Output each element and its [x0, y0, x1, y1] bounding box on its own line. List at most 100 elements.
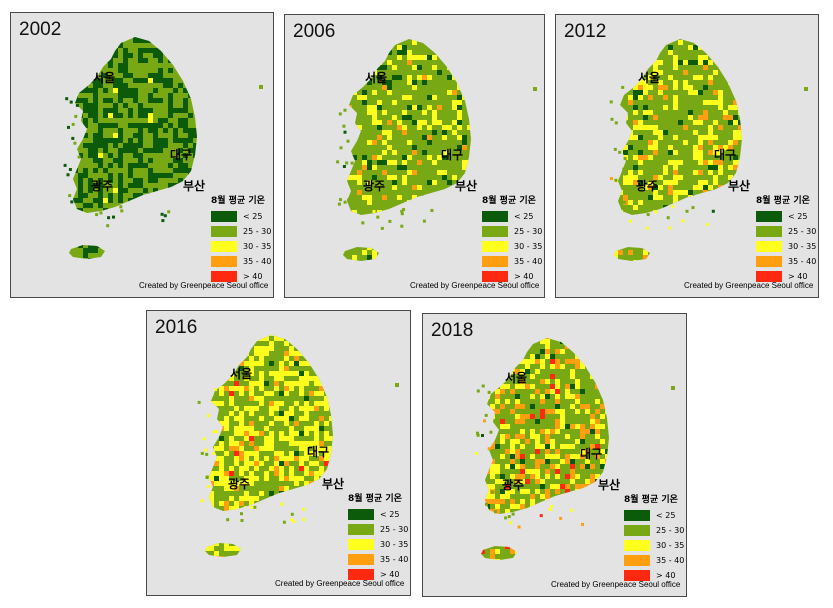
legend-item: 35 - 40 — [211, 254, 271, 269]
legend-label: 35 - 40 — [514, 257, 543, 266]
panel-year: 2018 — [431, 320, 474, 341]
korea-temperature-map — [609, 39, 808, 261]
legend-swatch — [624, 540, 650, 551]
legend-title: 8월 평균 기온 — [482, 196, 536, 206]
legend-swatch — [348, 509, 374, 520]
map-panel-2012: 2012 서울 대구 광주 부산 8월 평균 기온 < 25 25 - 30 3… — [555, 14, 819, 298]
legend-title: 8월 평균 기온 — [624, 495, 678, 505]
city-label-gwangju: 광주 — [636, 179, 659, 193]
city-label-seoul: 서울 — [93, 71, 116, 85]
legend-label: > 40 — [380, 570, 400, 579]
panel-year: 2006 — [293, 21, 336, 42]
city-label-seoul: 서울 — [638, 71, 661, 85]
korea-temperature-map — [475, 338, 675, 560]
legend-item: 35 - 40 — [756, 254, 816, 269]
map-panel-2016: 2016 서울 대구 광주 부산 8월 평균 기온 < 25 25 - 30 3… — [146, 310, 411, 596]
legend-swatch — [348, 569, 374, 580]
legend-swatch — [482, 241, 508, 252]
city-label-gwangju: 광주 — [502, 478, 525, 492]
legend-item: > 40 — [756, 269, 816, 284]
legend-label: > 40 — [788, 272, 808, 281]
legend-item: 35 - 40 — [348, 552, 408, 567]
city-label-seoul: 서울 — [365, 71, 388, 85]
legend-label: < 25 — [788, 212, 808, 221]
panel-year: 2016 — [155, 317, 198, 338]
korea-temperature-map — [63, 37, 263, 259]
legend-swatch — [211, 226, 237, 237]
legend-item: 30 - 35 — [482, 239, 542, 254]
legend-title: 8월 평균 기온 — [211, 196, 265, 206]
legend-label: < 25 — [656, 511, 676, 520]
city-label-daegu: 대구 — [170, 148, 193, 162]
legend-swatch — [211, 271, 237, 282]
credit-text: Created by Greenpeace Seoul office — [410, 281, 540, 290]
islands — [197, 383, 399, 524]
legend-item: 25 - 30 — [756, 224, 816, 239]
legend: 8월 평균 기온 < 25 25 - 30 30 - 35 35 - 40 > … — [348, 491, 408, 582]
legend-item: 25 - 30 — [348, 522, 408, 537]
legend-item: < 25 — [756, 209, 816, 224]
city-label-seoul: 서울 — [505, 371, 528, 385]
map-panel-2002: 2002 서울 대구 광주 부산 8월 평균 기온 < 25 25 - 30 3… — [10, 12, 274, 298]
legend-swatch — [624, 570, 650, 581]
legend-label: < 25 — [243, 212, 263, 221]
legend-label: 25 - 30 — [788, 227, 817, 236]
legend-label: < 25 — [514, 212, 534, 221]
legend-label: 30 - 35 — [243, 242, 272, 251]
legend-swatch — [482, 211, 508, 222]
legend-item: > 40 — [211, 269, 271, 284]
legend-swatch — [756, 256, 782, 267]
legend-item: > 40 — [624, 568, 684, 583]
city-label-daegu: 대구 — [441, 148, 464, 162]
islands — [609, 85, 808, 230]
legend-label: < 25 — [380, 510, 400, 519]
legend-swatch — [756, 211, 782, 222]
legend-item: 30 - 35 — [624, 538, 684, 553]
panel-year: 2002 — [19, 19, 62, 40]
legend-swatch — [756, 241, 782, 252]
city-label-daegu: 대구 — [580, 447, 603, 461]
legend-label: 30 - 35 — [788, 242, 817, 251]
legend: 8월 평균 기온 < 25 25 - 30 30 - 35 35 - 40 > … — [211, 193, 271, 284]
legend-title: 8월 평균 기온 — [348, 494, 402, 504]
city-label-gwangju: 광주 — [363, 179, 386, 193]
legend-swatch — [756, 226, 782, 237]
legend-swatch — [482, 226, 508, 237]
legend-item: 30 - 35 — [756, 239, 816, 254]
islands — [336, 87, 537, 230]
legend-item: 30 - 35 — [211, 239, 271, 254]
credit-text: Created by Greenpeace Seoul office — [551, 580, 681, 589]
map-panel-2006: 2006 서울 대구 광주 부산 8월 평균 기온 < 25 25 - 30 3… — [284, 14, 545, 298]
legend-swatch — [348, 524, 374, 535]
legend-label: 35 - 40 — [788, 257, 817, 266]
legend-label: > 40 — [514, 272, 534, 281]
legend-swatch — [211, 211, 237, 222]
legend-label: > 40 — [656, 571, 676, 580]
city-label-gwangju: 광주 — [91, 179, 114, 193]
legend-label: 25 - 30 — [514, 227, 543, 236]
korea-temperature-map — [197, 335, 399, 557]
legend-label: 35 - 40 — [380, 555, 409, 564]
legend-label: 30 - 35 — [656, 541, 685, 550]
credit-text: Created by Greenpeace Seoul office — [275, 579, 405, 588]
city-label-busan: 부산 — [728, 179, 751, 193]
legend-swatch — [348, 539, 374, 550]
city-label-busan: 부산 — [322, 477, 345, 491]
legend: 8월 평균 기온 < 25 25 - 30 30 - 35 35 - 40 > … — [624, 492, 684, 583]
legend-swatch — [624, 555, 650, 566]
legend-item: > 40 — [348, 567, 408, 582]
city-label-seoul: 서울 — [230, 367, 253, 381]
islands — [475, 384, 675, 529]
legend-label: 25 - 30 — [656, 526, 685, 535]
legend-item: 25 - 30 — [482, 224, 542, 239]
islands — [63, 85, 263, 228]
legend-label: 25 - 30 — [243, 227, 272, 236]
city-label-gwangju: 광주 — [228, 477, 251, 491]
korea-temperature-map — [336, 39, 537, 261]
legend: 8월 평균 기온 < 25 25 - 30 30 - 35 35 - 40 > … — [756, 193, 816, 284]
legend-item: < 25 — [624, 508, 684, 523]
legend-item: < 25 — [211, 209, 271, 224]
legend-swatch — [482, 256, 508, 267]
legend-item: 30 - 35 — [348, 537, 408, 552]
credit-text: Created by Greenpeace Seoul office — [139, 281, 269, 290]
